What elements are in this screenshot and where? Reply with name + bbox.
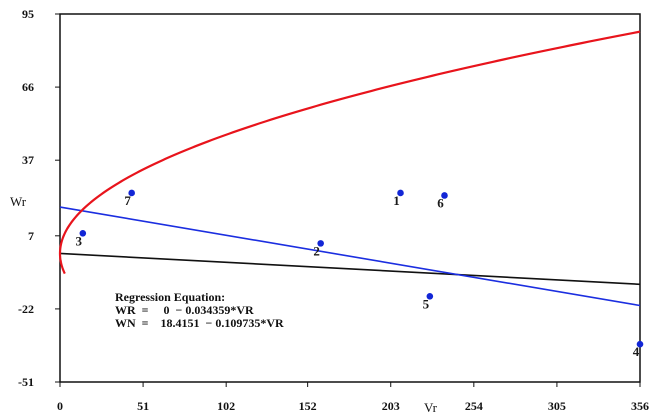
data-point-label: 6 <box>437 195 444 210</box>
regression-equation: Regression Equation: WR = 0 − 0.034359*V… <box>115 290 284 330</box>
data-point <box>397 189 404 197</box>
regression-line-1: WR = 0 − 0.034359*VR <box>115 303 254 317</box>
data-point <box>128 189 135 197</box>
regression-title: Regression Equation: <box>115 290 225 304</box>
x-tick-label: 0 <box>57 399 63 413</box>
x-tick-label: 152 <box>299 399 317 413</box>
data-point <box>79 229 87 237</box>
x-tick-label: 51 <box>137 399 149 413</box>
y-axis-label: Wr <box>10 194 27 209</box>
x-tick-label: 356 <box>631 399 649 413</box>
x-tick-label: 254 <box>465 399 483 413</box>
y-tick-label: 37 <box>22 153 34 167</box>
data-point <box>426 293 434 300</box>
data-point-label: 3 <box>76 233 83 248</box>
x-tick-label: 203 <box>382 399 400 413</box>
data-point <box>441 192 448 199</box>
wr-regression-line <box>59 252 641 286</box>
y-tick-label: 95 <box>22 7 34 21</box>
data-point-label: 5 <box>423 296 430 311</box>
data-point-label: 4 <box>633 344 640 359</box>
data-point-label: 2 <box>313 243 320 258</box>
y-tick-label: 66 <box>22 80 34 94</box>
wn-regression-line <box>59 206 641 307</box>
y-tick-label: -22 <box>18 302 34 316</box>
y-tick-label: -51 <box>18 375 34 389</box>
x-axis-ticks: 0 51 102 152 203 254 305 356 <box>57 382 649 413</box>
data-point <box>317 240 324 247</box>
confidence-parabola <box>58 30 641 275</box>
y-tick-label: 7 <box>28 229 34 243</box>
y-axis-ticks: 95 66 37 7 -22 -51 <box>18 7 60 389</box>
x-tick-label: 305 <box>548 399 566 413</box>
regression-line-2: WN = 18.4151 − 0.109735*VR <box>115 316 284 330</box>
data-points: 1 2 3 4 5 6 7 <box>76 189 644 359</box>
data-point-label: 7 <box>124 193 131 208</box>
data-point-label: 1 <box>393 193 400 208</box>
plot-area <box>59 13 641 383</box>
fit-curves <box>58 30 641 307</box>
x-axis-label: Vr <box>424 400 438 415</box>
x-tick-label: 102 <box>217 399 235 413</box>
data-point <box>636 340 644 348</box>
